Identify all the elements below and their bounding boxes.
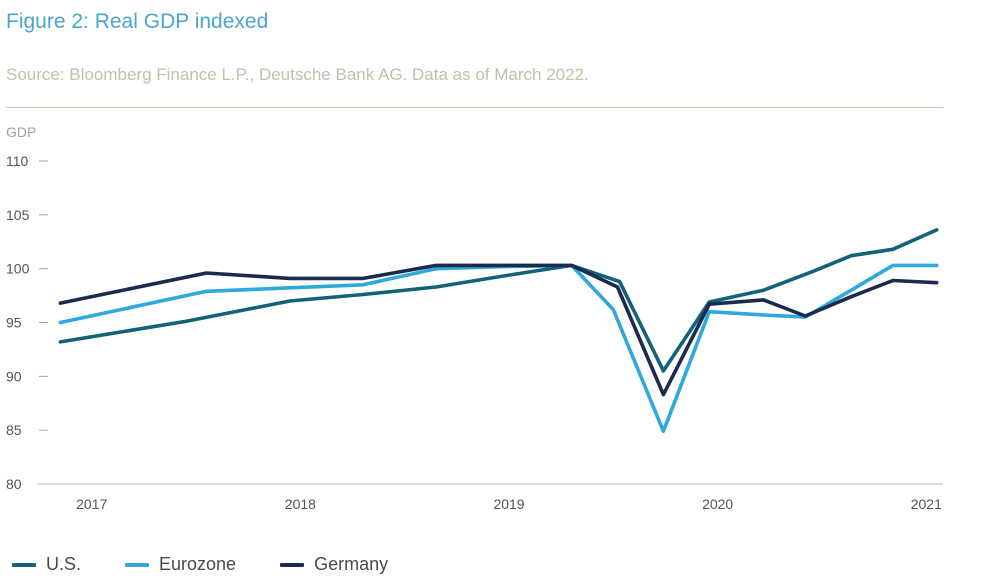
y-tick-label: 80 <box>6 476 22 492</box>
legend-label-eurozone: Eurozone <box>159 554 237 574</box>
legend-swatch-us <box>12 562 36 567</box>
legend-swatch-eurozone <box>125 562 150 567</box>
x-tick-label: 2019 <box>493 496 524 512</box>
x-tick-label: 2020 <box>702 496 733 512</box>
legend-swatch-germany <box>280 562 305 567</box>
header-divider <box>6 107 943 108</box>
series-line-germany <box>58 263 939 397</box>
chart-source: Source: Bloomberg Finance L.P., Deutsche… <box>6 65 589 84</box>
legend-label-germany: Germany <box>314 554 389 574</box>
x-tick-label: 2018 <box>285 496 316 512</box>
legend-label-us: U.S. <box>46 554 82 574</box>
legend: U.S. Eurozone Germany <box>12 554 432 575</box>
y-tick-label: 100 <box>6 261 30 277</box>
series-line-eurozone <box>58 263 939 433</box>
series-line-u-s <box>58 228 939 373</box>
x-tick-label: 2017 <box>76 496 107 512</box>
y-axis-label: GDP <box>6 124 36 140</box>
y-tick-label: 110 <box>6 153 29 169</box>
y-tick-label: 90 <box>6 368 22 384</box>
y-tick-label: 105 <box>6 207 30 223</box>
x-axis: 2017 2018 2019 2020 2021 <box>38 483 943 512</box>
series-lines <box>58 228 939 433</box>
x-tick-label: 2021 <box>911 496 942 512</box>
legend-item-eurozone: Eurozone <box>125 554 236 575</box>
y-tick-label: 95 <box>6 315 22 331</box>
legend-item-us: U.S. <box>12 554 81 575</box>
legend-item-germany: Germany <box>280 554 388 575</box>
chart-title: Figure 2: Real GDP indexed <box>6 10 269 33</box>
y-axis: 110 105 100 95 90 85 80 <box>6 153 48 492</box>
y-tick-label: 85 <box>6 422 22 438</box>
